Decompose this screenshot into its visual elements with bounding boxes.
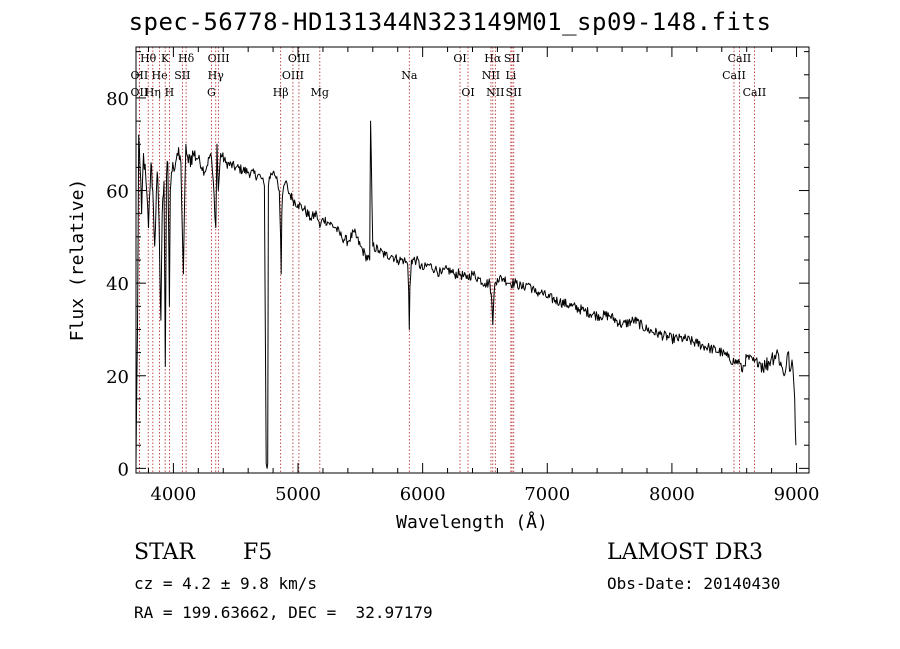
y-axis-label: Flux (relative) <box>67 179 88 342</box>
line-marker-label: OIII <box>288 52 310 65</box>
y-tick-label: 60 <box>106 182 129 203</box>
line-marker-label: OI <box>461 86 474 99</box>
line-marker-label: Na <box>401 69 418 82</box>
spectrum-line <box>135 120 797 469</box>
line-marker-label: K <box>161 52 170 65</box>
spectral-subclass: F5 <box>243 540 273 565</box>
line-marker-label: OIII <box>282 69 304 82</box>
line-marker-label: H <box>165 86 175 99</box>
line-marker-label: Hβ <box>273 86 289 99</box>
y-tick-label: 80 <box>106 89 129 110</box>
line-marker-label: Hδ <box>178 52 195 65</box>
x-tick-label: 4000 <box>150 484 196 505</box>
object-class: STAR <box>134 540 195 565</box>
line-marker-label: SII <box>506 86 522 99</box>
observation-date: Obs-Date: 20140430 <box>607 574 781 593</box>
spectrum-series <box>135 120 797 469</box>
line-marker-label: He <box>152 69 168 82</box>
line-marker-label: SII <box>174 69 190 82</box>
coordinates: RA = 199.63662, DEC = 32.97179 <box>134 603 433 622</box>
line-marker-label: CaII <box>743 86 767 99</box>
axes: 4000 5000 6000 7000 8000 9000 0 20 40 60 80 <box>106 47 819 505</box>
y-tick-label: 0 <box>118 459 129 480</box>
x-tick-label: 6000 <box>400 484 446 505</box>
y-tick-label: 20 <box>106 367 129 388</box>
survey-name: LAMOST DR3 <box>607 540 763 565</box>
line-marker-label: CaII <box>728 52 752 65</box>
line-marker-label: Hα <box>484 52 502 65</box>
line-marker-label: OIII <box>208 52 230 65</box>
line-marker-label: NII <box>482 69 500 82</box>
line-marker-label: G <box>207 86 216 99</box>
line-marker-label: NII <box>486 86 504 99</box>
line-marker-label: SII <box>504 52 520 65</box>
x-tick-label: 9000 <box>774 484 820 505</box>
line-marker-label: Hη <box>145 86 161 99</box>
x-tick-label: 5000 <box>275 484 321 505</box>
line-marker-label: Hγ <box>208 69 225 82</box>
y-tick-label: 40 <box>106 274 129 295</box>
chart-title: spec-56778-HD131344N323149M01_sp09-148.f… <box>128 8 772 36</box>
x-tick-label: 8000 <box>649 484 695 505</box>
x-axis-label: Wavelength (Å) <box>396 511 548 533</box>
line-marker-label: OI <box>453 52 466 65</box>
line-marker-label: CaII <box>722 69 746 82</box>
line-marker-label: Li <box>505 69 516 82</box>
line-marker-label: Mg <box>311 86 329 99</box>
redshift-velocity: cz = 4.2 ± 9.8 km/s <box>134 574 318 593</box>
line-marker-label: OII <box>131 86 149 99</box>
plot-frame <box>135 46 810 474</box>
line-marker-label: Hθ <box>140 52 157 65</box>
x-tick-label: 7000 <box>524 484 570 505</box>
